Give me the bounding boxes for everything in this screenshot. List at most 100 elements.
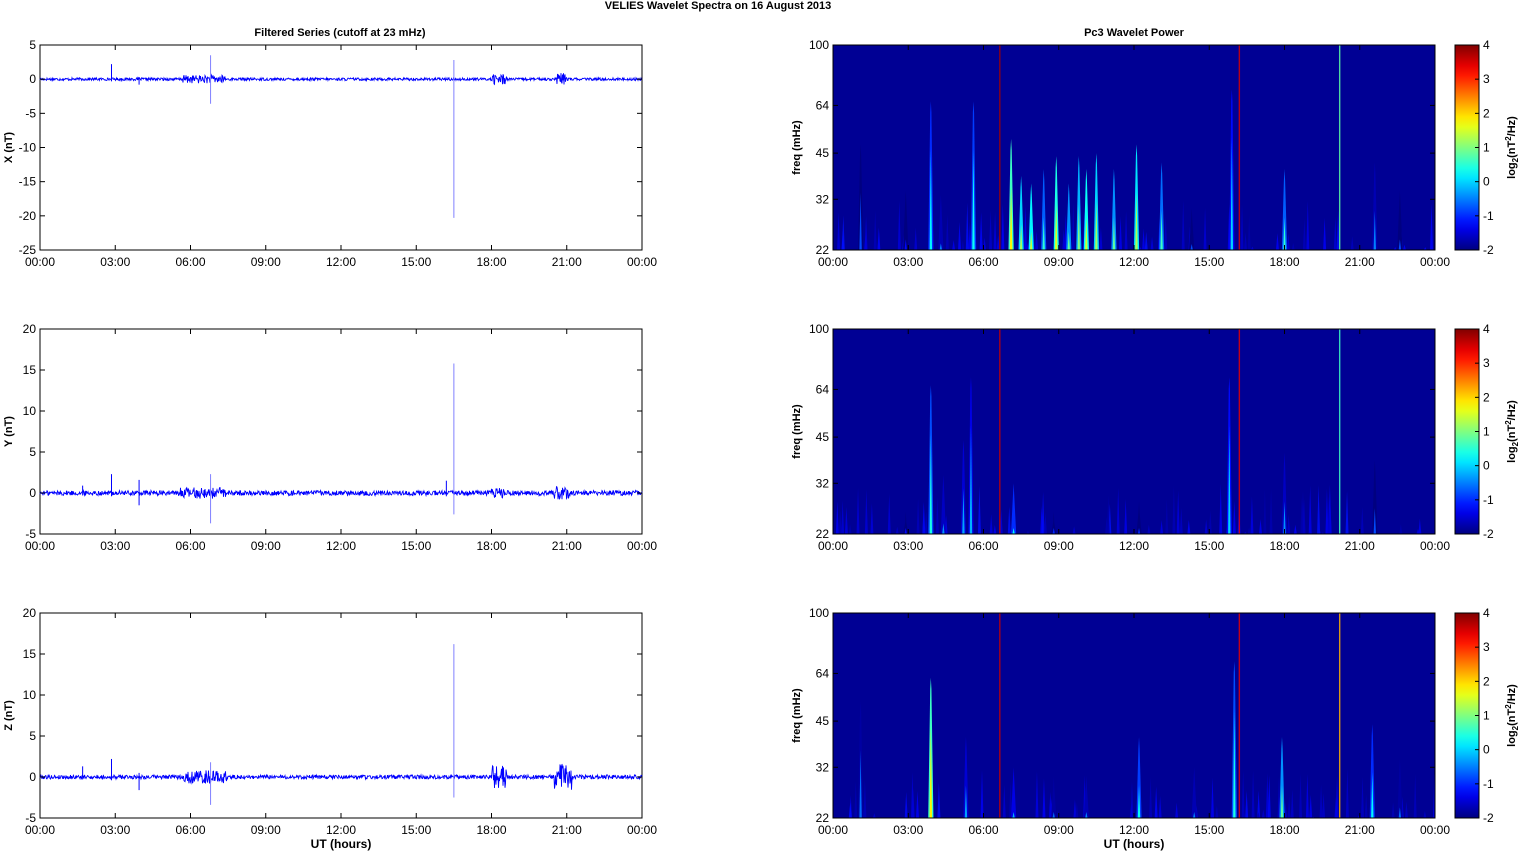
x-tick-label: 21:00 — [552, 539, 582, 553]
heatmap-cell — [1144, 231, 1148, 250]
y-tick-label: 0 — [29, 72, 36, 86]
y-tick-label: -15 — [19, 175, 37, 189]
colorbar-tick-label: 1 — [1483, 141, 1490, 155]
x-tick-label: 00:00 — [627, 539, 657, 553]
y-tick-label: 22 — [816, 811, 830, 825]
y-tick-label: 64 — [816, 382, 830, 396]
x-tick-label: 09:00 — [251, 255, 281, 269]
x-tick-label: 09:00 — [251, 539, 281, 553]
y-tick-label: 32 — [816, 192, 830, 206]
heatmap-streak-core — [1280, 785, 1284, 818]
heatmap-cell — [1042, 778, 1046, 818]
heatmap-background — [833, 45, 1435, 250]
heatmap-cell — [1241, 770, 1245, 818]
heatmap-cell — [1257, 790, 1261, 818]
heatmap-cell — [1007, 506, 1011, 534]
heatmap-streak-core — [929, 149, 933, 250]
heatmap-cell — [965, 202, 969, 250]
x-tick-label: 15:00 — [401, 823, 431, 837]
heatmap-cell — [1116, 488, 1120, 534]
heatmap-streak-core — [1085, 217, 1088, 250]
x-tick-label: 09:00 — [1044, 539, 1074, 553]
y-tick-label: -5 — [25, 106, 36, 120]
heatmap-cell — [1035, 231, 1039, 250]
x-tick-label: 00:00 — [1420, 539, 1450, 553]
heatmap-cell — [1099, 227, 1103, 250]
heatmap-streak — [999, 45, 1001, 250]
heatmap-streak-core — [1042, 217, 1045, 250]
heatmap-cell — [1242, 811, 1246, 818]
colorbar-tick-label: 3 — [1483, 72, 1490, 86]
heatmap-cell — [1219, 483, 1223, 534]
heatmap-cell — [1423, 247, 1427, 250]
heatmap-cell — [1265, 773, 1269, 818]
heatmap-cell — [872, 813, 876, 818]
heatmap-cell — [844, 506, 848, 534]
heatmap-cell — [1181, 200, 1185, 250]
heatmap-cell — [1158, 796, 1162, 818]
x-tick-label: 03:00 — [893, 255, 923, 269]
y-tick-label: -20 — [19, 209, 37, 223]
heatmap-streak — [903, 511, 909, 534]
y-tick-label: 15 — [23, 647, 37, 661]
x-tick-label: 06:00 — [175, 539, 205, 553]
heatmap-cell — [922, 501, 926, 534]
heatmap-streak — [1397, 759, 1403, 818]
y-tick-label: 45 — [816, 714, 830, 728]
x-tick-label: 21:00 — [552, 823, 582, 837]
heatmap-cell — [958, 221, 962, 250]
heatmap-streak-core — [1012, 527, 1015, 534]
x-tick-label: 15:00 — [401, 539, 431, 553]
heatmap-cell — [1175, 802, 1179, 818]
y-tick-label: 5 — [29, 729, 36, 743]
heatmap-streak-core — [1228, 425, 1231, 534]
heatmap-cell — [1423, 810, 1427, 818]
heatmap-cell — [864, 216, 868, 250]
y-tick-label: 100 — [809, 38, 829, 52]
heatmap-cell — [1327, 496, 1331, 534]
heatmap-cell — [989, 514, 993, 534]
heatmap-cell — [873, 210, 877, 250]
y-tick-label: 22 — [816, 243, 830, 257]
heatmap-cell — [1176, 490, 1180, 534]
x-tick-label: 21:00 — [552, 255, 582, 269]
heatmap-streak-core — [1085, 811, 1088, 818]
y-tick-label: 64 — [816, 666, 830, 680]
y-tick-label: -5 — [25, 527, 36, 541]
heatmap-cell — [841, 500, 845, 534]
heatmap-cell — [1306, 200, 1310, 250]
heatmap-streak — [1011, 767, 1017, 818]
heatmap-streak — [1191, 767, 1197, 818]
heatmap-cell — [897, 200, 901, 250]
heatmap-background — [833, 329, 1435, 534]
y-tick-label: 20 — [23, 322, 37, 336]
heatmap-streak — [1051, 776, 1057, 818]
heatmap-cell — [1360, 776, 1364, 818]
x-tick-label: 00:00 — [25, 823, 55, 837]
heatmap-cell — [1129, 803, 1133, 818]
heatmap-streak — [1238, 45, 1241, 250]
heatmap-cell — [1256, 812, 1260, 818]
heatmap-cell — [887, 494, 891, 534]
heatmap-cell — [1139, 247, 1143, 250]
heatmap-cell — [854, 781, 858, 818]
heatmap-streak — [1011, 483, 1017, 534]
heatmap-streak-core — [1052, 527, 1055, 534]
x-tick-label: 03:00 — [100, 255, 130, 269]
x-tick-label: 15:00 — [1194, 255, 1224, 269]
x-tick-label: 03:00 — [100, 539, 130, 553]
heatmap-cell — [1269, 488, 1273, 534]
heatmap-streak — [903, 191, 909, 250]
heatmap-streak — [1041, 169, 1047, 250]
y-axis-label: Y (nT) — [3, 416, 15, 447]
heatmap-cell — [877, 227, 881, 250]
y-tick-label: 100 — [809, 322, 829, 336]
heatmap-streak — [1136, 501, 1142, 534]
heatmap-cell — [1432, 773, 1435, 818]
heatmap-cell — [1247, 527, 1251, 534]
heatmap-cell — [1299, 773, 1303, 818]
